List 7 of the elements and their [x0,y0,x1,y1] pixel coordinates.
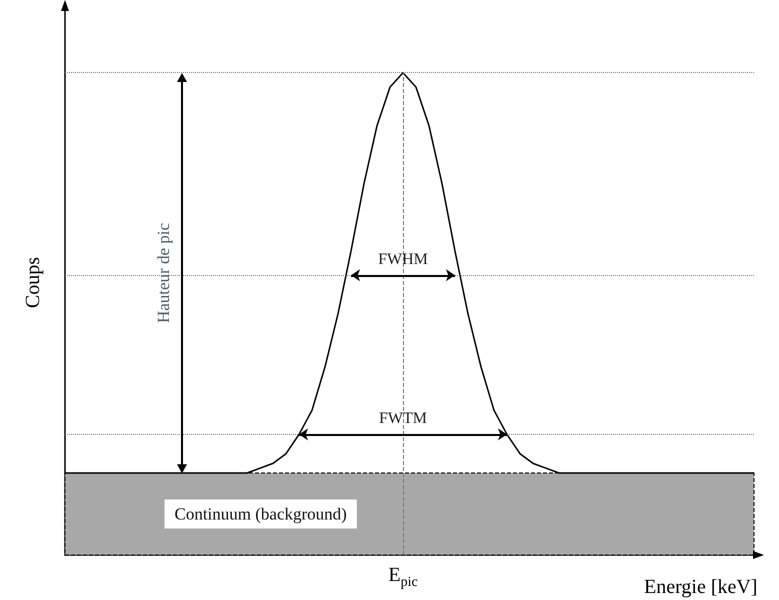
annotation: FWHM [378,250,428,268]
annotation: FWTM [379,410,427,427]
x-axis-title: Energie [keV] [644,576,758,598]
band-label: Continuum (background) [174,504,347,524]
y-axis-title: Coups [22,256,44,308]
text: E$_{pic}$ [388,564,418,590]
annotation: Hauteur de pic [154,222,174,323]
